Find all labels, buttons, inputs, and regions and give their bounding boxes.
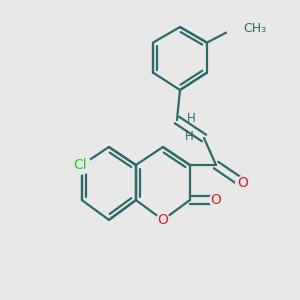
Text: O: O (211, 193, 221, 207)
Text: O: O (237, 176, 248, 190)
Circle shape (73, 156, 91, 174)
Text: Cl: Cl (74, 158, 87, 172)
Circle shape (236, 176, 249, 190)
Circle shape (156, 213, 170, 226)
Circle shape (209, 194, 223, 207)
Text: O: O (158, 213, 168, 227)
Text: H: H (187, 112, 195, 125)
Circle shape (75, 158, 88, 172)
Circle shape (226, 21, 242, 36)
Text: CH₃: CH₃ (243, 22, 266, 35)
Text: H: H (185, 130, 194, 143)
